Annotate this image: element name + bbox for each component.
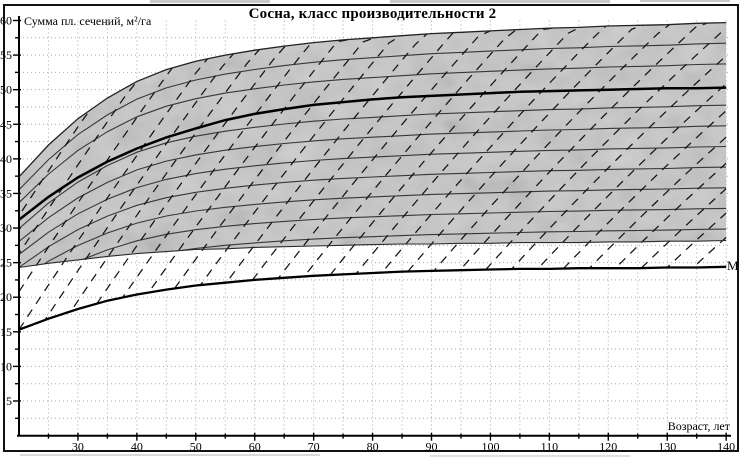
- thinning-trajectory: [277, 30, 491, 279]
- y-tick-label: 35: [0, 186, 12, 200]
- thinning-trajectory: [19, 67, 173, 293]
- chart-title: Сосна, класс производительности 2: [248, 6, 497, 22]
- isolines: [19, 42, 727, 268]
- x-tick-label: 80: [367, 440, 379, 454]
- thinning-trajectory: [122, 42, 312, 298]
- band-top-curve: [18, 21, 727, 178]
- m-curve-label: М: [727, 258, 739, 273]
- y-tick-label: 20: [0, 290, 12, 304]
- thinning-trajectory: [355, 26, 581, 275]
- thinning-trajectory: [148, 38, 350, 293]
- x-axis-label: Возраст, лет: [667, 419, 730, 433]
- x-tick-label: 40: [131, 440, 143, 454]
- thinning-trajectory: [640, 188, 727, 269]
- y-tick-label: 25: [0, 256, 12, 270]
- x-tick-label: 110: [541, 440, 559, 454]
- y-tick-label: 40: [0, 152, 12, 166]
- thinning-trajectory: [199, 35, 402, 286]
- x-tick-label: 130: [658, 440, 676, 454]
- y-tick-label: 50: [0, 83, 12, 97]
- tick-labels: 30 40 50 60 70 80 90 100 110 120 130 140 5 10 15 20 25 30…: [0, 14, 735, 454]
- thinning-trajectory: [303, 29, 517, 277]
- scan-smudge: [150, 0, 270, 3]
- thinning-trajectory: [251, 31, 465, 281]
- thinning-trajectory: [225, 33, 428, 283]
- stocking-isoline: [19, 187, 727, 268]
- thinning-trajectory: [329, 27, 555, 276]
- thinning-trajectory: [407, 24, 644, 272]
- thinning-trajectory: [70, 49, 260, 312]
- y-tick-label: 60: [0, 14, 12, 28]
- y-axis-label: Сумма пл. сечений, м²/га: [24, 14, 152, 28]
- scan-smudge: [430, 455, 630, 457]
- scan-smudge: [390, 0, 610, 3]
- x-tick-label: 60: [249, 440, 261, 454]
- stocking-isoline: [19, 207, 727, 268]
- thinning-trajectory: [614, 162, 727, 269]
- thinning-trajectory: [563, 110, 727, 269]
- scan-smudge: [20, 454, 320, 456]
- y-tick-label: 10: [0, 359, 12, 373]
- thinning-trajectory: [19, 81, 138, 254]
- y-tick-label: 5: [6, 394, 12, 408]
- stocking-isoline: [19, 145, 727, 255]
- optimal-bold-curve: [18, 86, 727, 221]
- x-tick-label: 120: [599, 440, 617, 454]
- y-tick-label: 45: [0, 117, 12, 131]
- y-tick-label: 15: [0, 325, 12, 339]
- scan-smudge: [640, 0, 730, 2]
- stocking-isoline: [19, 42, 727, 191]
- x-tick-label: 70: [308, 440, 320, 454]
- minimum-curve-M: [18, 265, 727, 331]
- thinning-trajectory: [433, 24, 670, 272]
- thinning-trajectory: [511, 55, 727, 270]
- thinning-trajectory: [44, 53, 234, 321]
- thinning-trajectory: [537, 83, 727, 270]
- thinning-trajectory: [485, 27, 727, 271]
- y-tick-label: 55: [0, 48, 12, 62]
- x-tick-label: 30: [72, 440, 84, 454]
- ticks: [13, 19, 727, 441]
- y-tick-label: 30: [0, 221, 12, 235]
- thinning-trajectory: [96, 45, 286, 305]
- thinning-trajectory: [381, 25, 607, 273]
- stocking-isoline: [19, 125, 727, 242]
- thinning-trajectory: [588, 136, 727, 269]
- stocking-isoline: [19, 104, 727, 230]
- band-bottom-curve: [18, 239, 727, 269]
- stocking-isoline: [19, 63, 727, 204]
- thinning-trajectories: [19, 22, 727, 330]
- thinning-trajectory: [692, 236, 727, 268]
- x-tick-label: 50: [190, 440, 202, 454]
- thinning-trajectory: [666, 212, 727, 268]
- thinning-trajectory: [459, 22, 708, 271]
- chart-frame: [3, 4, 739, 452]
- x-tick-label: 90: [426, 440, 438, 454]
- x-tick-label: 100: [481, 440, 499, 454]
- stocking-isoline: [19, 166, 727, 268]
- thinning-trajectory: [19, 110, 91, 216]
- x-tick-label: 140: [717, 440, 735, 454]
